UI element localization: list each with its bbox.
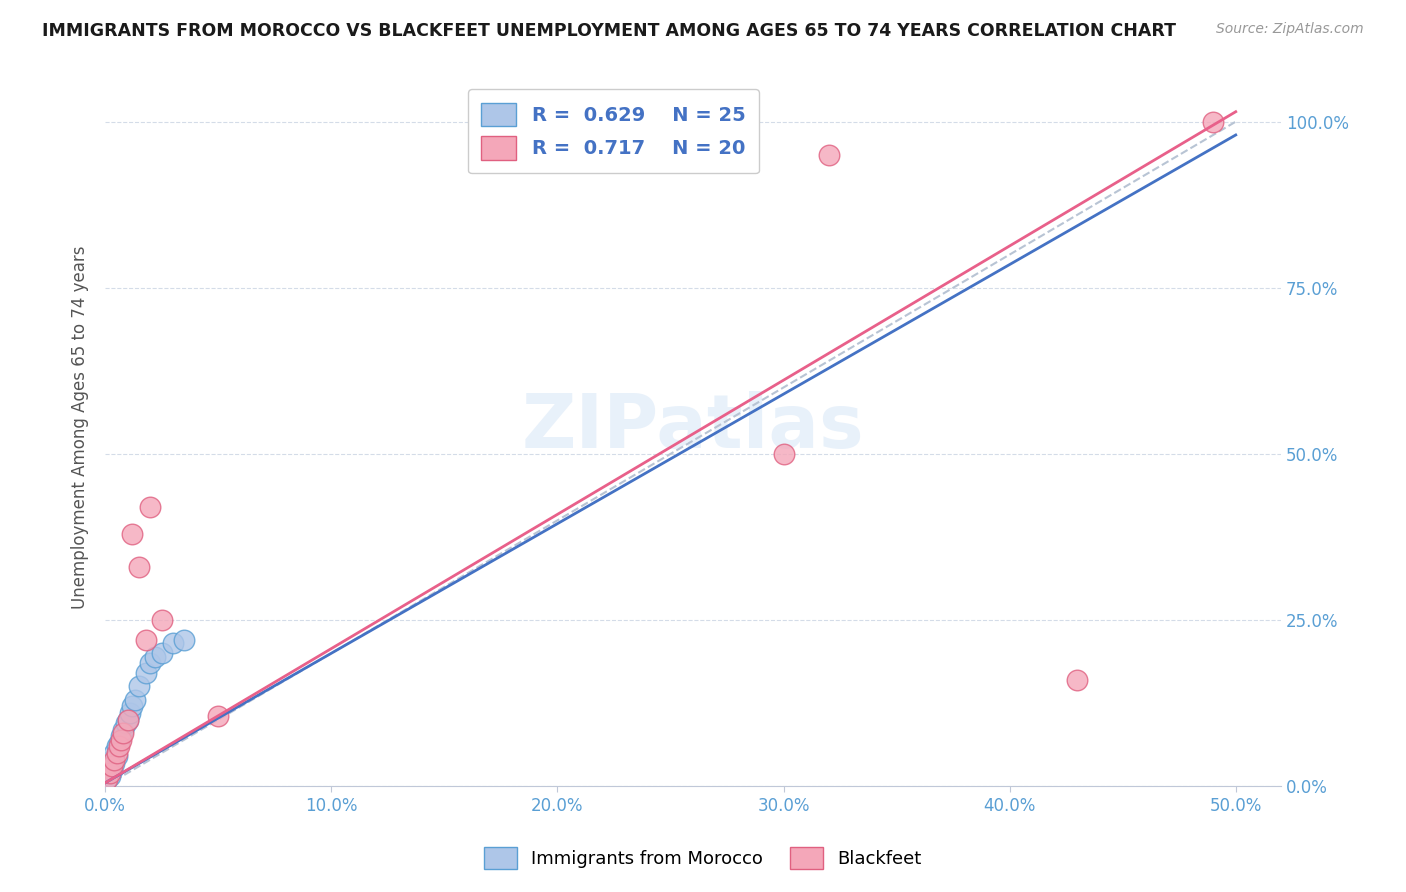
Legend: Immigrants from Morocco, Blackfeet: Immigrants from Morocco, Blackfeet xyxy=(475,838,931,879)
Text: Source: ZipAtlas.com: Source: ZipAtlas.com xyxy=(1216,22,1364,37)
Point xyxy=(817,148,839,162)
Point xyxy=(117,713,139,727)
Point xyxy=(117,713,139,727)
Point xyxy=(101,759,124,773)
Point xyxy=(135,666,157,681)
Point xyxy=(105,749,128,764)
Point xyxy=(101,753,124,767)
Point xyxy=(96,772,118,787)
Point xyxy=(103,756,125,770)
Point xyxy=(107,739,129,754)
Point xyxy=(173,632,195,647)
Point xyxy=(162,636,184,650)
Point xyxy=(96,765,118,780)
Point xyxy=(150,613,173,627)
Point xyxy=(124,692,146,706)
Point xyxy=(207,709,229,723)
Point xyxy=(107,736,129,750)
Point xyxy=(110,729,132,743)
Point xyxy=(101,763,124,777)
Text: IMMIGRANTS FROM MOROCCO VS BLACKFEET UNEMPLOYMENT AMONG AGES 65 TO 74 YEARS CORR: IMMIGRANTS FROM MOROCCO VS BLACKFEET UNE… xyxy=(42,22,1177,40)
Point xyxy=(112,723,135,737)
Point xyxy=(105,746,128,760)
Point xyxy=(1066,673,1088,687)
Point xyxy=(120,706,142,720)
Point xyxy=(96,772,118,787)
Point xyxy=(98,765,121,780)
Point xyxy=(139,500,162,514)
Point xyxy=(112,726,135,740)
Point xyxy=(121,699,143,714)
Point xyxy=(114,716,136,731)
Y-axis label: Unemployment Among Ages 65 to 74 years: Unemployment Among Ages 65 to 74 years xyxy=(72,245,89,609)
Point xyxy=(128,560,150,574)
Point xyxy=(105,739,128,754)
Point xyxy=(110,732,132,747)
Point xyxy=(103,746,125,760)
Point xyxy=(1202,114,1225,128)
Point xyxy=(150,646,173,660)
Point xyxy=(128,680,150,694)
Point xyxy=(121,526,143,541)
Point xyxy=(143,649,166,664)
Point xyxy=(103,753,125,767)
Point xyxy=(135,632,157,647)
Point xyxy=(139,657,162,671)
Point xyxy=(98,769,121,783)
Point xyxy=(772,447,794,461)
Legend: R =  0.629    N = 25, R =  0.717    N = 20: R = 0.629 N = 25, R = 0.717 N = 20 xyxy=(468,89,759,173)
Text: ZIPatlas: ZIPatlas xyxy=(522,391,865,464)
Point xyxy=(98,759,121,773)
